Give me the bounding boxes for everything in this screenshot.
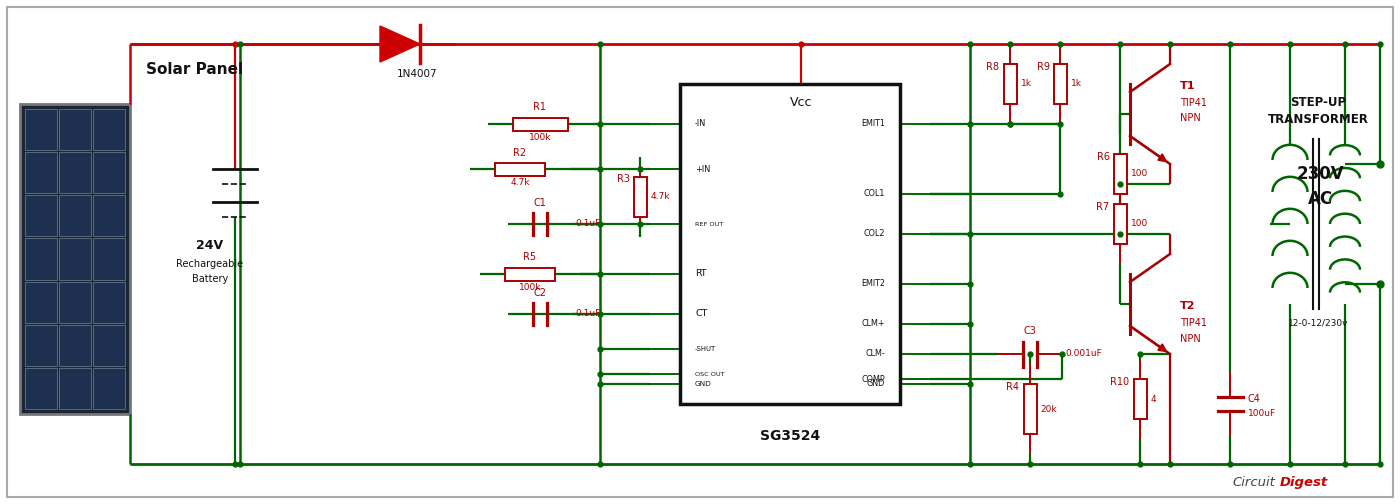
Text: EMIT1: EMIT1 [861,119,885,129]
Text: -SHUT: -SHUT [694,346,717,352]
Text: 0.1uF: 0.1uF [575,220,601,228]
Text: OSC OUT: OSC OUT [694,371,725,376]
Bar [59,238,91,280]
Bar [92,238,125,280]
Text: CLM+: CLM+ [861,320,885,329]
Text: SG3524: SG3524 [760,429,820,443]
Bar [25,282,57,323]
Text: R4: R4 [1007,382,1019,392]
Bar [59,325,91,366]
Text: STEP-UP: STEP-UP [1289,96,1345,109]
Text: 100k: 100k [519,283,542,292]
Text: C1: C1 [533,198,546,208]
Bar [25,325,57,366]
Bar [1113,154,1127,194]
Polygon shape [379,26,420,62]
Text: RT: RT [694,270,707,279]
Text: Circuit: Circuit [1232,476,1275,489]
Text: NPN: NPN [1180,334,1201,344]
Text: R3: R3 [616,174,630,184]
Bar [633,176,647,217]
Bar [512,117,567,131]
Text: -IN: -IN [694,119,706,129]
Bar [1053,64,1067,104]
Bar [59,195,91,236]
Text: 1k: 1k [1021,80,1032,89]
Bar [92,152,125,194]
Bar [59,109,91,150]
Text: Solar Panel: Solar Panel [147,61,244,77]
Bar [1134,379,1147,419]
Text: 1N4007: 1N4007 [398,69,438,79]
Text: GND: GND [694,381,711,387]
Text: R5: R5 [524,253,536,263]
Text: 4: 4 [1151,395,1156,404]
Text: R8: R8 [987,62,1000,72]
Bar [59,152,91,194]
Bar [92,325,125,366]
Text: C4: C4 [1247,394,1260,404]
Text: Digest: Digest [1280,476,1329,489]
Text: COL2: COL2 [864,229,885,238]
Text: CLM-: CLM- [865,349,885,358]
Bar [1113,204,1127,244]
Text: R1: R1 [533,102,546,112]
Text: GND: GND [867,380,885,389]
Bar [92,282,125,323]
Bar [680,84,900,404]
Text: R10: R10 [1110,377,1130,387]
Bar [59,368,91,409]
Text: COMP: COMP [861,374,885,384]
Text: Vcc: Vcc [790,96,812,109]
Text: T2: T2 [1180,301,1196,311]
Text: TIP41: TIP41 [1180,98,1207,108]
Bar [92,195,125,236]
Bar [25,152,57,194]
Text: 0.001uF: 0.001uF [1065,349,1102,358]
Text: EMIT2: EMIT2 [861,280,885,288]
Text: AC: AC [1308,190,1333,208]
Text: 20k: 20k [1040,405,1057,413]
Text: NPN: NPN [1180,113,1201,123]
Text: 230V: 230V [1296,165,1344,183]
Text: R6: R6 [1096,152,1109,162]
Text: 0.1uF: 0.1uF [575,309,601,319]
Text: +IN: +IN [694,164,710,173]
Bar [25,195,57,236]
Bar [92,368,125,409]
Bar [59,282,91,323]
Text: 4.7k: 4.7k [510,178,529,187]
Text: 12-0-12/230v: 12-0-12/230v [1288,319,1348,328]
Bar [1023,384,1036,434]
Text: Rechargeable: Rechargeable [176,259,244,269]
Text: 4.7k: 4.7k [651,192,671,201]
Text: 100: 100 [1131,220,1148,228]
Bar [25,109,57,150]
Bar [505,268,554,281]
Text: T1: T1 [1180,81,1196,91]
Bar [25,368,57,409]
Text: 100: 100 [1131,169,1148,178]
Text: REF OUT: REF OUT [694,221,724,226]
Text: C2: C2 [533,288,546,298]
Text: TIP41: TIP41 [1180,318,1207,328]
Text: R2: R2 [514,148,526,157]
Text: TRANSFORMER: TRANSFORMER [1267,113,1368,126]
Bar [1004,64,1016,104]
Text: 100k: 100k [529,134,552,143]
Text: R7: R7 [1096,202,1109,212]
Bar [92,109,125,150]
Text: C3: C3 [1023,327,1036,337]
Text: Battery: Battery [192,274,228,284]
Text: 24V: 24V [196,239,224,252]
Text: COL1: COL1 [864,190,885,199]
Bar [20,104,130,414]
Bar [496,162,545,175]
Text: CT: CT [694,309,707,319]
Bar [25,238,57,280]
Text: 1k: 1k [1071,80,1081,89]
Text: R9: R9 [1036,62,1050,72]
Text: 100uF: 100uF [1247,409,1275,417]
